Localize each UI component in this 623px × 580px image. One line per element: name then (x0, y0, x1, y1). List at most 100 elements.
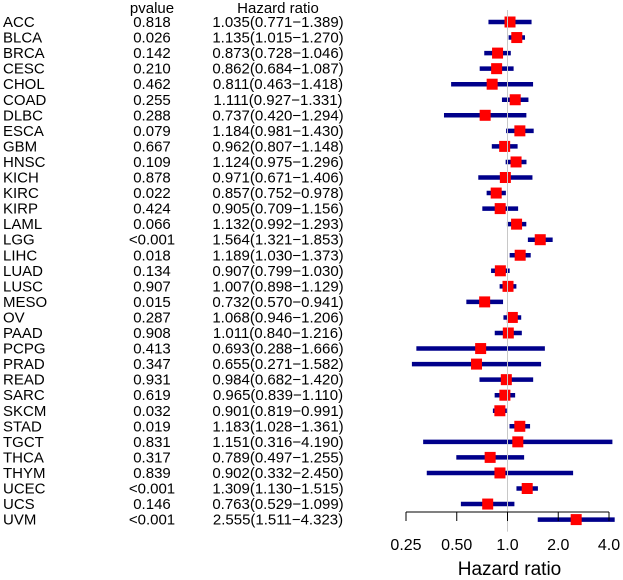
hazard-ratio-point (484, 451, 496, 463)
pvalue-cell: 0.907 (133, 278, 171, 295)
hazard-ratio-cell: 1.111(0.927−1.331) (213, 92, 342, 109)
x-tick-label: 4.0 (598, 537, 620, 554)
pvalue-cell: 0.424 (133, 201, 171, 218)
hazard-ratio-cell: 0.984(0.682−1.420) (212, 372, 343, 389)
cancer-type-label: LIHC (3, 247, 37, 264)
forest-row: CESC 0.210 0.862(0.684−1.087) (3, 61, 514, 78)
forest-row: BRCA 0.142 0.873(0.728−1.046) (3, 45, 511, 62)
cancer-type-label: LGG (3, 232, 35, 249)
pvalue-cell: 0.878 (133, 170, 171, 187)
forest-row: KIRP 0.424 0.905(0.709−1.156) (3, 201, 519, 218)
pvalue-cell: 0.018 (133, 247, 171, 264)
hazard-ratio-point (502, 327, 514, 339)
cancer-type-label: GBM (3, 138, 37, 155)
hazard-ratio-point (492, 47, 504, 59)
forest-rows: ACC 0.818 1.035(0.771−1.389) BLCA 0.026 1.135… (3, 14, 615, 529)
hazard-ratio-point (570, 514, 582, 526)
hazard-ratio-point (494, 467, 506, 479)
cancer-type-label: SKCM (3, 403, 46, 420)
cancer-type-label: LUSC (3, 278, 43, 295)
hazard-ratio-cell: 0.862(0.684−1.087) (212, 61, 343, 78)
hazard-ratio-cell: 0.789(0.497−1.255) (212, 449, 343, 466)
hazard-ratio-cell: 2.555(1.511−4.323) (213, 512, 343, 529)
forest-row: KICH 0.878 0.971(0.671−1.406) (3, 170, 533, 187)
hazard-ratio-point (475, 343, 487, 355)
pvalue-cell: <0.001 (129, 512, 175, 529)
pvalue-cell: 0.134 (133, 263, 171, 280)
forest-row: COAD 0.255 1.111(0.927−1.331) (3, 92, 529, 109)
hazard-ratio-cell: 0.857(0.752−0.978) (212, 185, 343, 202)
cancer-type-label: KIRP (3, 201, 38, 218)
forest-row: LIHC 0.018 1.189(1.030−1.373) (3, 247, 531, 264)
cancer-type-label: BLCA (3, 30, 42, 47)
hazard-ratio-cell: 1.035(0.771−1.389) (212, 14, 343, 31)
pvalue-header: pvalue (130, 0, 174, 17)
hazard-ratio-cell: 1.132(0.992−1.293) (212, 216, 343, 233)
hazard-ratio-point (534, 234, 546, 246)
forest-row: GBM 0.667 0.962(0.807−1.148) (3, 138, 518, 155)
hazard-ratio-point (514, 420, 526, 432)
forest-row: LUAD 0.134 0.907(0.799−1.030) (3, 263, 510, 280)
cancer-type-label: SARC (3, 387, 45, 404)
pvalue-cell: 0.146 (133, 496, 171, 513)
hazard-ratio-cell: 1.007(0.898−1.129) (212, 278, 343, 295)
forest-row: MESO 0.015 0.732(0.570−0.941) (3, 294, 504, 311)
cancer-type-label: TGCT (3, 434, 44, 451)
pvalue-cell: 0.831 (133, 434, 171, 451)
x-axis: 0.25 0.50 1.0 2.0 4.0 (390, 511, 620, 554)
pvalue-cell: 0.287 (133, 309, 171, 326)
cancer-type-label: KICH (3, 170, 39, 187)
hazard-ratio-cell: 1.011(0.840−1.216) (213, 325, 343, 342)
hazard-ratio-cell: 1.184(0.981−1.430) (212, 123, 343, 140)
hazard-ratio-point (482, 498, 494, 510)
x-axis-title: Hazard ratio (458, 559, 562, 580)
hazard-ratio-point (494, 405, 506, 417)
hazard-ratio-cell: 0.907(0.799−1.030) (212, 263, 343, 280)
pvalue-cell: 0.026 (133, 30, 171, 47)
x-tick-label: 0.25 (390, 537, 421, 554)
pvalue-cell: <0.001 (129, 481, 175, 498)
hazard-ratio-point (502, 280, 514, 292)
pvalue-cell: 0.908 (133, 325, 171, 342)
forest-row: LUSC 0.907 1.007(0.898−1.129) (3, 278, 517, 295)
forest-row: UCS 0.146 0.763(0.529−1.099) (3, 496, 515, 513)
forest-row: TGCT 0.831 1.151(0.316−4.190) (3, 434, 613, 451)
hazard-ratio-point (514, 125, 526, 137)
pvalue-cell: 0.462 (133, 76, 171, 93)
hazard-ratio-cell: 0.905(0.709−1.156) (212, 201, 343, 218)
cancer-type-label: THYM (3, 465, 46, 482)
pvalue-cell: 0.347 (133, 356, 171, 373)
hazard-ratio-cell: 0.737(0.420−1.294) (212, 107, 343, 124)
hazard-ratio-cell: 0.971(0.671−1.406) (212, 170, 343, 187)
hazard-ratio-cell: 0.965(0.839−1.110) (213, 387, 343, 404)
pvalue-cell: 0.142 (133, 45, 171, 62)
hazard-ratio-cell: 1.151(0.316−4.190) (212, 434, 343, 451)
pvalue-cell: 0.667 (133, 138, 171, 155)
hazard-ratio-cell: 0.902(0.332−2.450) (212, 465, 343, 482)
pvalue-cell: 0.032 (133, 403, 171, 420)
cancer-type-label: ACC (3, 14, 35, 31)
pvalue-cell: 0.619 (133, 387, 171, 404)
hazard-ratio-point (494, 265, 506, 277)
x-tick-label: 2.0 (547, 537, 569, 554)
pvalue-cell: 0.109 (133, 154, 171, 171)
pvalue-cell: 0.931 (133, 372, 171, 389)
hazard-ratio-header: Hazard ratio (237, 0, 319, 17)
hazard-ratio-cell: 0.811(0.463−1.418) (213, 76, 343, 93)
hazard-ratio-cell: 1.309(1.130−1.515) (212, 481, 343, 498)
cancer-type-label: THCA (3, 449, 44, 466)
forest-row: OV 0.287 1.068(0.946−1.206) (3, 309, 522, 326)
pvalue-cell: 0.288 (133, 107, 171, 124)
cancer-type-label: CHOL (3, 76, 45, 93)
cancer-type-label: LUAD (3, 263, 43, 280)
hazard-ratio-point (521, 483, 533, 494)
hazard-ratio-point (514, 249, 526, 261)
hazard-ratio-cell: 1.124(0.975−1.296) (212, 154, 343, 171)
cancer-type-label: UCS (3, 496, 35, 513)
hazard-ratio-point (499, 389, 511, 401)
forest-row: THYM 0.839 0.902(0.332−2.450) (3, 465, 574, 482)
hazard-ratio-cell: 1.564(1.321−1.853) (212, 232, 343, 249)
hazard-ratio-point (479, 296, 491, 308)
cancer-type-label: CESC (3, 61, 45, 78)
